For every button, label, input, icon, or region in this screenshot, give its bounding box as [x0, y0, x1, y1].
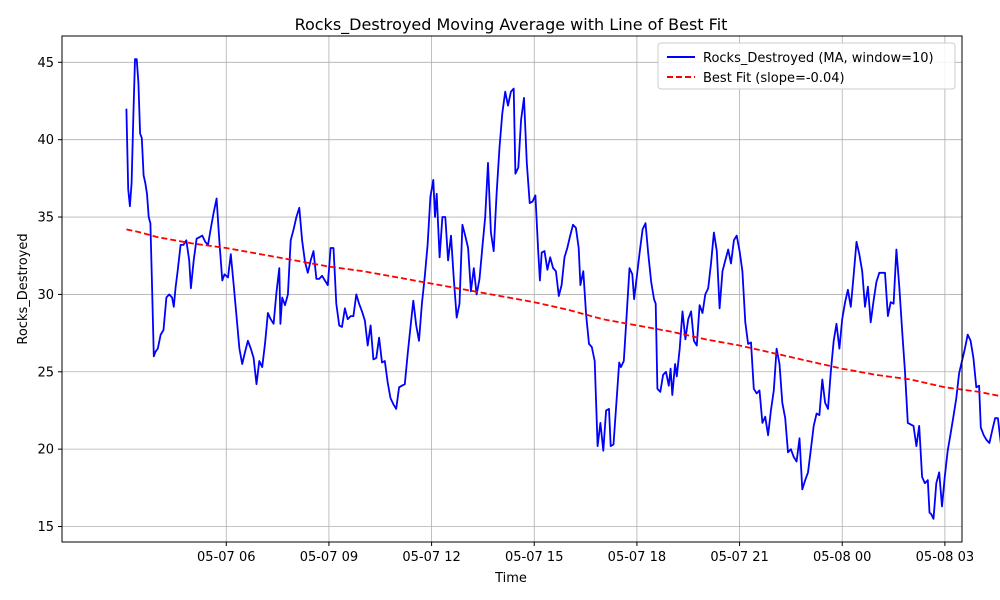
chart-title: Rocks_Destroyed Moving Average with Line…	[295, 15, 728, 35]
x-tick-label: 05-07 18	[608, 550, 666, 565]
x-tick-label: 05-07 21	[710, 550, 768, 565]
legend-label-best-fit: Best Fit (slope=-0.04)	[703, 71, 845, 86]
legend-label-ma: Rocks_Destroyed (MA, window=10)	[703, 51, 934, 66]
y-tick-label: 15	[37, 520, 54, 535]
x-tick-label: 05-07 06	[197, 550, 255, 565]
y-tick-label: 30	[37, 288, 54, 303]
plot-frame	[61, 35, 963, 543]
legend-box	[657, 42, 956, 90]
y-tick-label: 25	[37, 365, 54, 380]
y-axis: 15 20 25 30 35 40 45	[37, 56, 62, 535]
best-fit-line	[126, 228, 1000, 397]
legend: Rocks_Destroyed (MA, window=10) Best Fit…	[657, 42, 956, 90]
x-axis-label: Time	[494, 571, 527, 586]
y-axis-label: Rocks_Destroyed	[16, 233, 31, 344]
y-tick-label: 35	[37, 211, 54, 226]
x-tick-label: 05-07 09	[300, 550, 358, 565]
x-gridlines	[225, 36, 946, 542]
series-layer	[125, 58, 1000, 520]
x-tick-label: 05-08 03	[916, 550, 974, 565]
y-tick-label: 45	[37, 56, 54, 71]
x-tick-label: 05-08 00	[813, 550, 871, 565]
moving-average-line	[125, 58, 1000, 520]
x-axis: 05-07 06 05-07 09 05-07 12 05-07 15 05-07 18…	[197, 542, 974, 565]
plot-area	[61, 35, 1000, 543]
y-gridlines	[62, 61, 962, 527]
y-tick-label: 20	[37, 443, 54, 458]
x-tick-label: 05-07 15	[505, 550, 563, 565]
x-tick-label: 05-07 12	[402, 550, 460, 565]
plot-background	[62, 36, 962, 542]
y-tick-label: 40	[37, 133, 54, 148]
